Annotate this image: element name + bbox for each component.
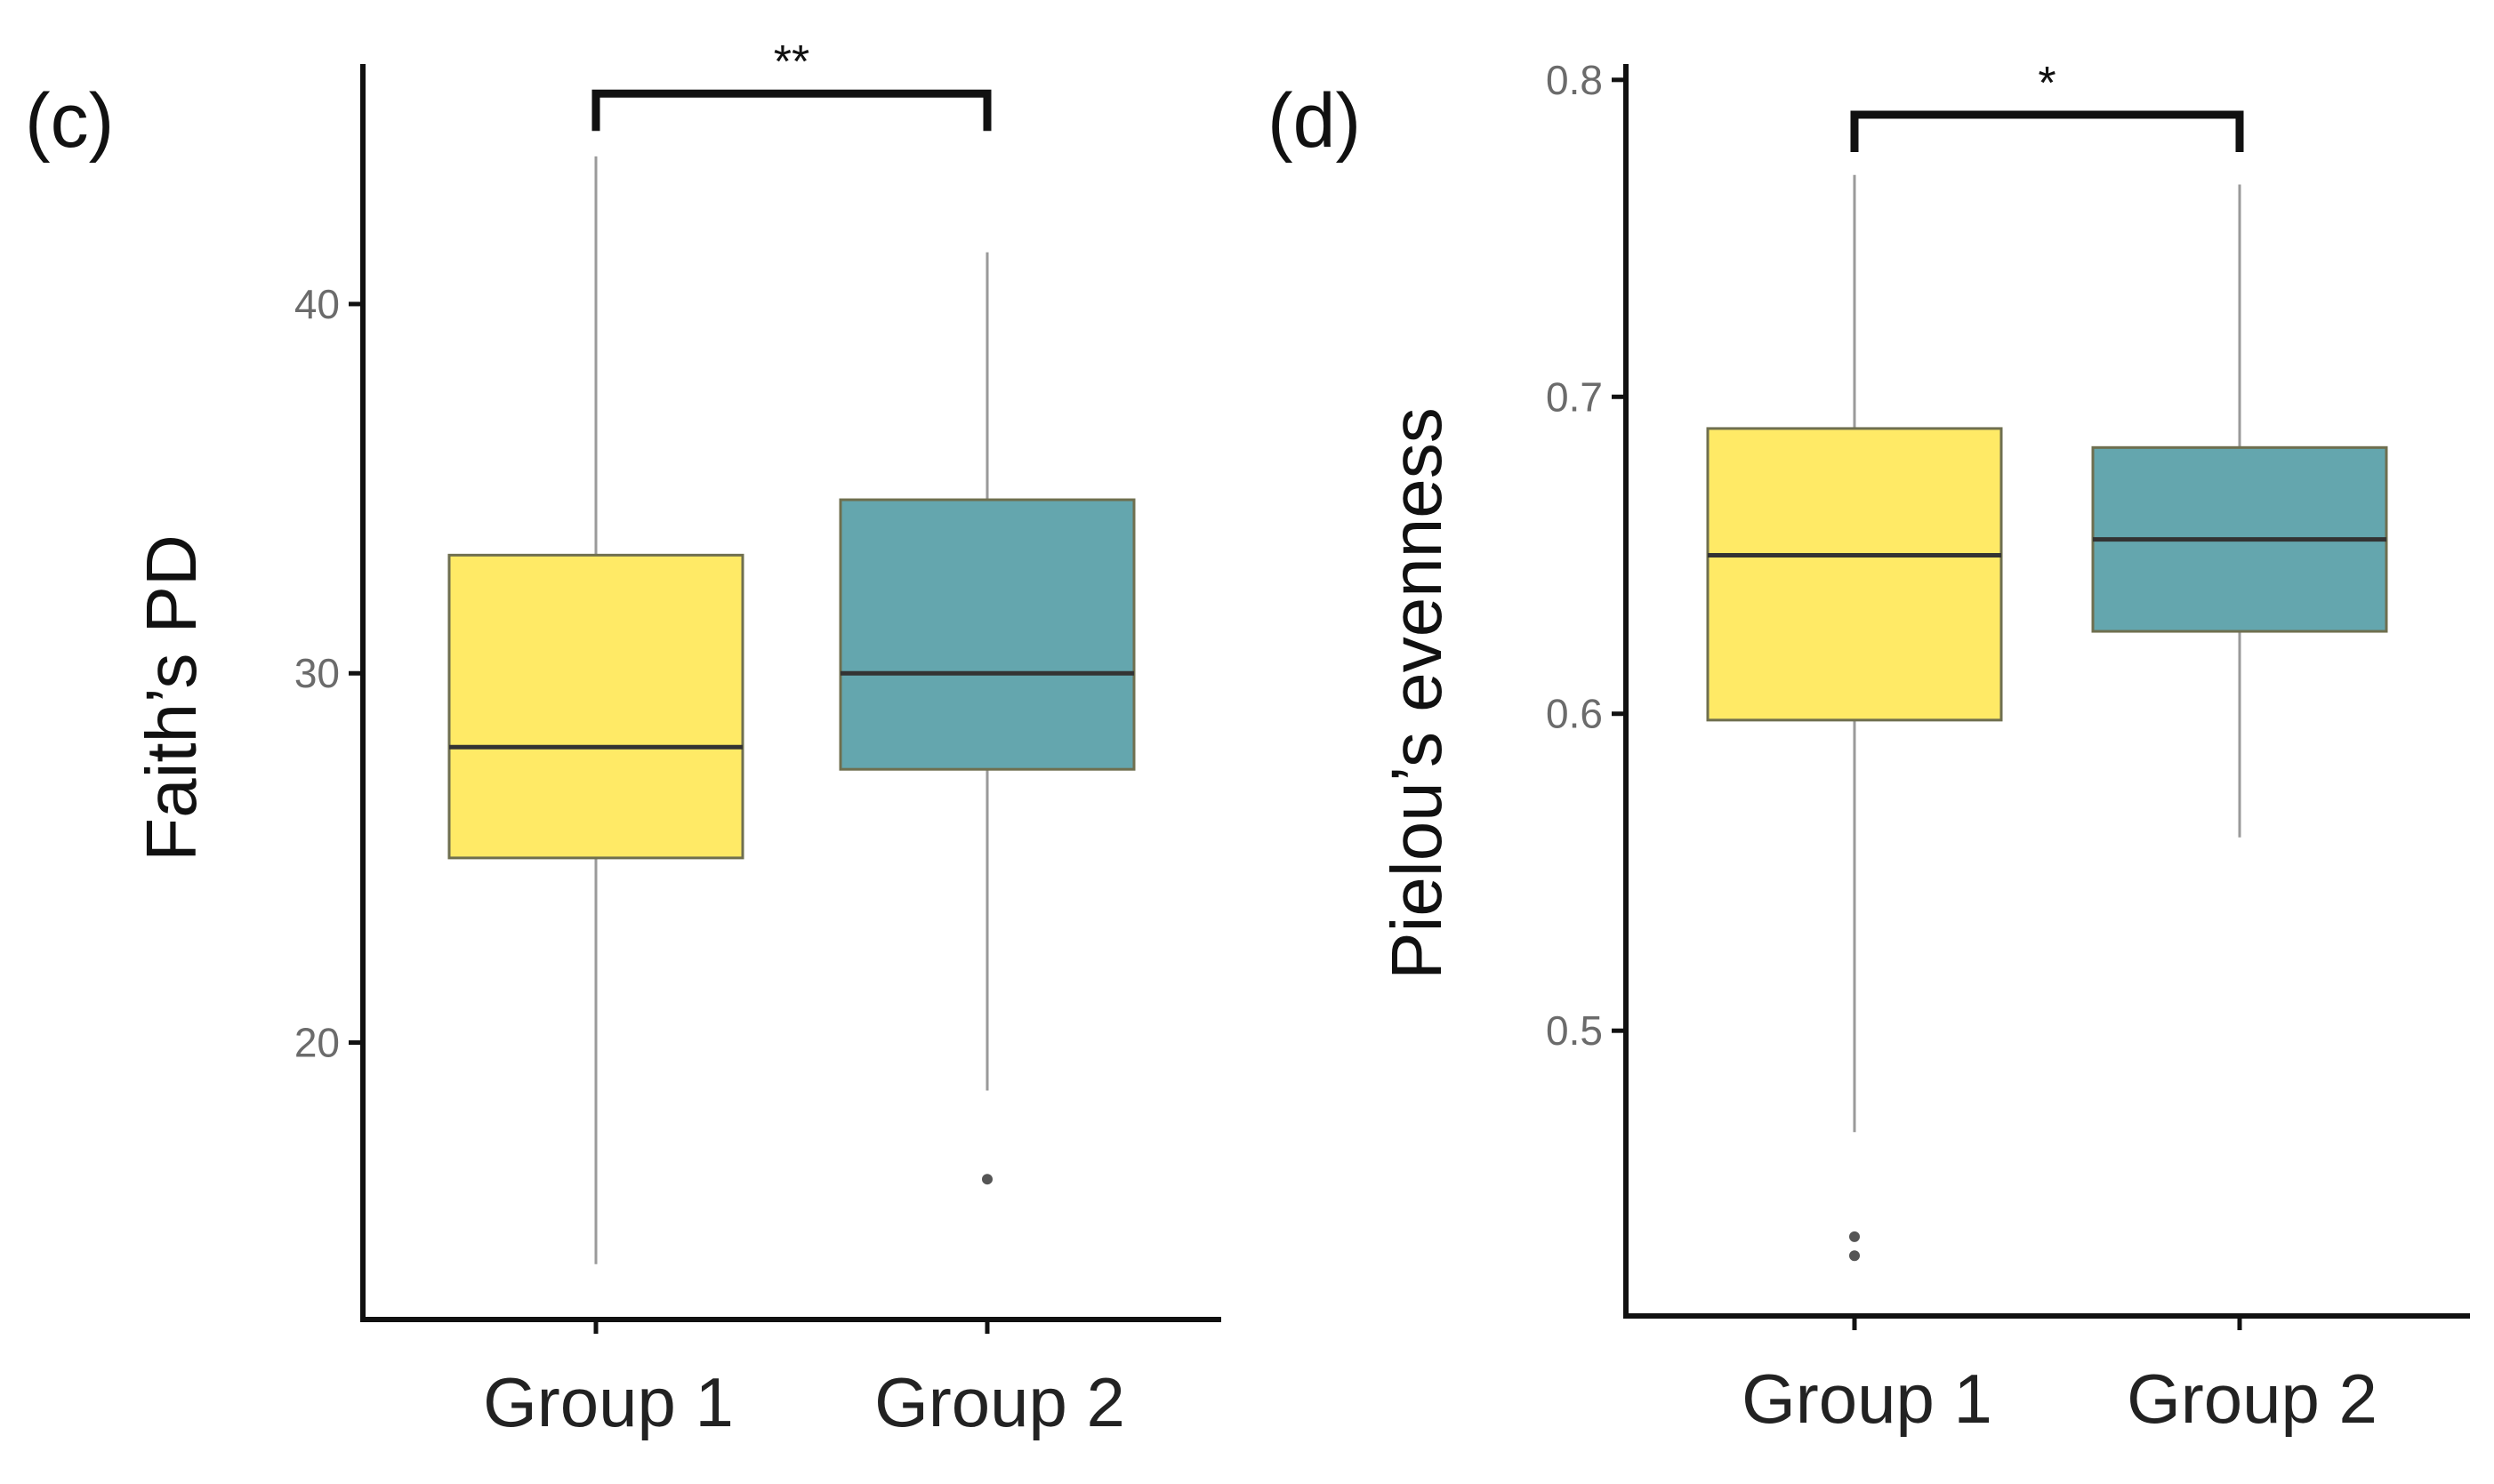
x-ticks: Group 1 Group 2: [483, 1320, 1125, 1441]
x-tick-label: Group 2: [2127, 1360, 2377, 1438]
significance-bracket: *: [1850, 58, 2244, 153]
y-tick-label: 0.6: [1546, 691, 1603, 737]
y-ticks: 0.5 0.6 0.7 0.8: [1546, 57, 1626, 1054]
box-iqr: [839, 498, 1136, 771]
bracket-line: [591, 89, 992, 132]
y-tick-label: 30: [294, 650, 340, 696]
x-tick-label: Group 1: [1742, 1360, 1992, 1438]
box-1: [447, 156, 744, 1264]
box-iqr: [447, 553, 744, 860]
y-tick-label: 0.5: [1546, 1007, 1603, 1054]
panel-label: (c): [25, 78, 114, 164]
y-tick-label: 0.8: [1546, 57, 1603, 103]
outlier-point: [1849, 1231, 1860, 1242]
panel-label: (d): [1267, 78, 1361, 164]
x-tick-label: Group 1: [483, 1363, 734, 1441]
significance-bracket: **: [591, 36, 992, 132]
boxes: [1706, 174, 2388, 1262]
y-ticks: 20 30 40: [294, 281, 363, 1066]
y-axis-title: Pielou’s evenness: [1377, 407, 1456, 979]
x-tick-label: Group 2: [874, 1363, 1125, 1441]
y-tick-label: 40: [294, 281, 340, 327]
significance-label: *: [2038, 58, 2056, 109]
outlier-point: [1849, 1250, 1860, 1262]
panel-pielous-evenness: (d) Pielou’s evenness 0.5 0.6 0.7 0.8 Group…: [1267, 57, 2470, 1438]
boxes: [447, 156, 1136, 1264]
box-1: [1706, 174, 2003, 1262]
x-ticks: Group 1 Group 2: [1742, 1316, 2377, 1438]
outlier-point: [982, 1174, 993, 1185]
box-2: [2091, 184, 2388, 838]
panel-faiths-pd: (c) Faith’s PD 20 30 40 Group 1 Group 2 **: [25, 36, 1221, 1441]
significance-label: **: [774, 36, 809, 88]
box-iqr: [1706, 427, 2003, 722]
bracket-line: [1850, 110, 2244, 153]
y-tick-label: 0.7: [1546, 373, 1603, 420]
box-2: [839, 252, 1136, 1185]
y-axis-title: Faith’s PD: [132, 534, 211, 862]
y-tick-label: 20: [294, 1020, 340, 1066]
